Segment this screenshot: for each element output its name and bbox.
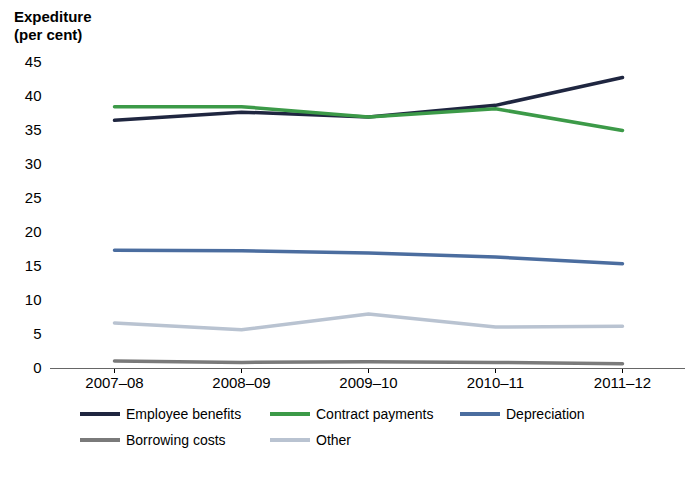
svg-text:5: 5 — [33, 325, 41, 342]
svg-text:15: 15 — [25, 257, 42, 274]
svg-text:40: 40 — [25, 87, 42, 104]
html-text:Borrowing costs: Borrowing costs — [126, 432, 226, 448]
svg-text:45: 45 — [25, 53, 42, 70]
svg-text:30: 30 — [25, 155, 42, 172]
svg-text:2009–10: 2009–10 — [339, 374, 397, 391]
svg-text:25: 25 — [25, 189, 42, 206]
html-text:Depreciation: Depreciation — [506, 406, 585, 422]
html-text:Other: Other — [316, 432, 351, 448]
svg-text:2011–12: 2011–12 — [594, 374, 651, 391]
svg-text:20: 20 — [25, 223, 42, 240]
html-text:Employee benefits: Employee benefits — [126, 406, 242, 422]
svg-text:10: 10 — [25, 291, 42, 308]
svg-text:0: 0 — [33, 359, 41, 376]
html-text:Contract payments: Contract payments — [316, 406, 434, 422]
svg-text:2010–11: 2010–11 — [467, 374, 524, 391]
svg-text:2007–08: 2007–08 — [85, 374, 143, 391]
svg-text:35: 35 — [25, 121, 42, 138]
svg-text:2008–09: 2008–09 — [212, 374, 270, 391]
html-text:Expediture (per cent): Expediture (per cent) — [14, 8, 92, 43]
